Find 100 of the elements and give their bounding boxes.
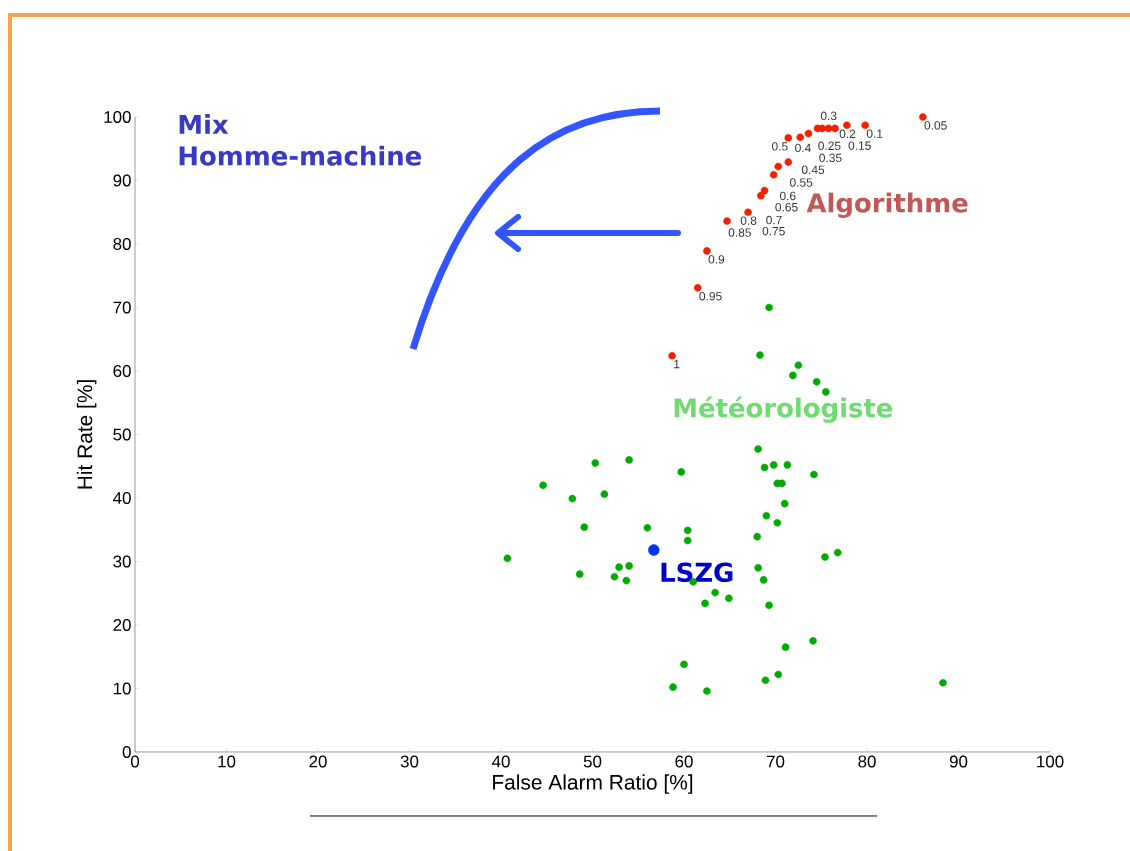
point bbox=[622, 576, 631, 585]
point bbox=[765, 601, 773, 610]
point bbox=[575, 570, 584, 578]
series-label: LSZG bbox=[661, 562, 733, 583]
point bbox=[757, 191, 765, 200]
annotation: 0.15 bbox=[848, 141, 871, 150]
y-tick-label: 80 bbox=[113, 237, 131, 250]
point bbox=[796, 133, 805, 142]
y-tick-label: 10 bbox=[113, 682, 131, 695]
annotation: 0.6 bbox=[779, 191, 796, 201]
point bbox=[760, 186, 769, 195]
point bbox=[765, 303, 773, 312]
point bbox=[683, 526, 692, 535]
point bbox=[789, 371, 797, 380]
point bbox=[809, 637, 817, 645]
annotation: 0.85 bbox=[728, 228, 751, 237]
x-tick-label: 70 bbox=[766, 755, 785, 768]
annotation: 0.5 bbox=[771, 142, 788, 151]
point bbox=[833, 548, 842, 557]
point bbox=[756, 351, 764, 359]
annotation: 0.25 bbox=[818, 141, 841, 151]
y-tick-label: 70 bbox=[113, 301, 131, 314]
point bbox=[939, 678, 947, 687]
point bbox=[774, 162, 783, 171]
point bbox=[723, 217, 731, 225]
y-tick-label: 50 bbox=[113, 428, 131, 441]
annotation: 0.95 bbox=[699, 292, 722, 301]
y-tick-label: 20 bbox=[113, 618, 131, 631]
x-tick-label: 90 bbox=[949, 755, 968, 768]
point bbox=[861, 121, 869, 130]
point bbox=[759, 576, 768, 584]
point bbox=[503, 554, 512, 563]
annotation: 0.3 bbox=[820, 111, 837, 121]
point bbox=[701, 599, 709, 608]
point bbox=[769, 461, 778, 469]
annotation: 0.7 bbox=[766, 215, 782, 225]
annotation: 0.9 bbox=[708, 255, 725, 264]
point bbox=[812, 377, 821, 386]
point bbox=[769, 170, 778, 179]
point bbox=[810, 470, 818, 479]
point bbox=[778, 479, 786, 488]
y-tick-label: 60 bbox=[113, 364, 131, 377]
point bbox=[693, 284, 702, 292]
annotation: 0.65 bbox=[775, 202, 798, 212]
point bbox=[610, 572, 619, 581]
point bbox=[625, 562, 633, 570]
point bbox=[794, 361, 803, 370]
point bbox=[754, 564, 762, 572]
point bbox=[703, 247, 711, 255]
y-tick-label: 90 bbox=[113, 174, 131, 187]
annotation: 0.75 bbox=[762, 226, 785, 236]
point bbox=[643, 524, 652, 532]
x-tick-label: 80 bbox=[858, 755, 876, 768]
x-tick-label: 100 bbox=[1037, 755, 1064, 768]
point bbox=[774, 670, 783, 679]
point bbox=[831, 124, 839, 133]
x-tick-label: 40 bbox=[491, 755, 510, 768]
point bbox=[725, 594, 733, 603]
annotation: 0.55 bbox=[789, 178, 813, 187]
point bbox=[760, 463, 769, 472]
point bbox=[648, 544, 660, 556]
annotation: 1 bbox=[674, 359, 680, 369]
series-label: Météorologiste bbox=[674, 396, 893, 423]
x-tick-label: 60 bbox=[675, 755, 693, 768]
point bbox=[703, 687, 711, 695]
y-tick-label: 0 bbox=[122, 745, 131, 758]
annotation: Homme-machine bbox=[179, 145, 421, 166]
x-axis-title: False Alarm Ratio [%] bbox=[493, 774, 693, 794]
y-tick-label: 40 bbox=[113, 491, 131, 504]
point bbox=[754, 445, 762, 453]
annotation: 0.35 bbox=[819, 153, 842, 163]
point bbox=[773, 518, 782, 527]
y-tick-label: 30 bbox=[113, 555, 131, 568]
x-tick-label: 0 bbox=[130, 755, 140, 768]
point bbox=[783, 461, 792, 469]
annotation: 0.05 bbox=[924, 121, 947, 130]
annotation: 0.1 bbox=[866, 129, 883, 138]
point bbox=[539, 481, 547, 490]
point bbox=[625, 456, 633, 464]
annotation: 0.45 bbox=[801, 165, 825, 174]
x-tick-label: 20 bbox=[309, 755, 327, 768]
point bbox=[683, 536, 692, 545]
series-label: Algorithme bbox=[806, 192, 968, 218]
point bbox=[669, 683, 677, 692]
point bbox=[804, 129, 813, 138]
y-axis-title: Hit Rate [%] bbox=[76, 380, 97, 489]
point bbox=[580, 523, 589, 531]
point bbox=[591, 459, 600, 467]
point bbox=[784, 158, 793, 166]
annotation: Mix bbox=[179, 114, 229, 134]
point bbox=[600, 490, 609, 498]
y-tick-label: 100 bbox=[104, 110, 131, 123]
point bbox=[781, 643, 790, 652]
point bbox=[919, 113, 927, 121]
point bbox=[711, 588, 719, 597]
point bbox=[568, 494, 577, 503]
point bbox=[761, 676, 770, 685]
annotation: 0.8 bbox=[740, 216, 757, 225]
annotation: 0.4 bbox=[795, 143, 811, 153]
x-tick-label: 50 bbox=[583, 755, 602, 768]
